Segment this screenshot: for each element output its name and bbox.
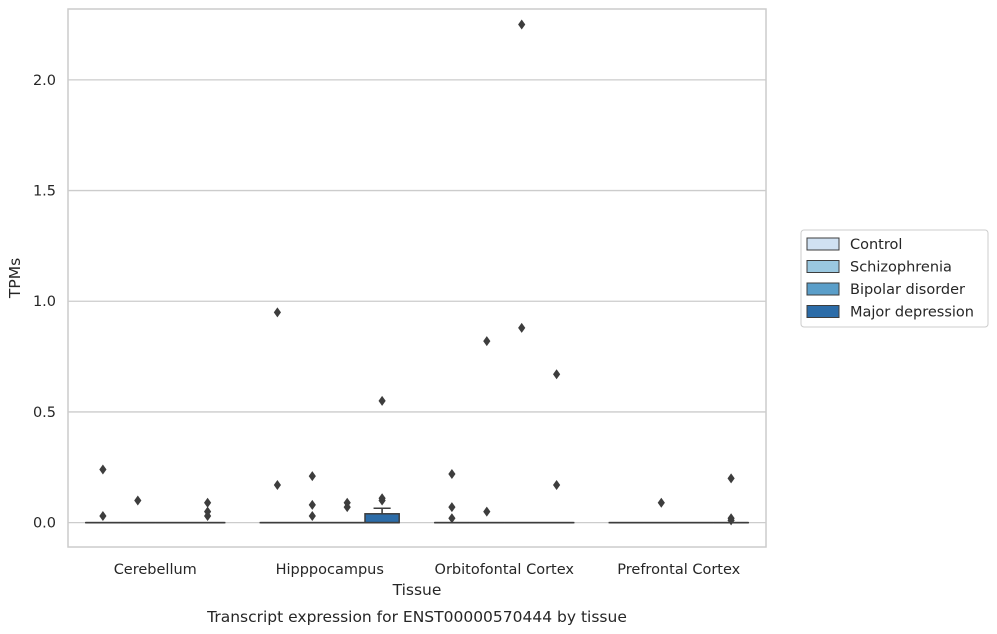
outlier-point — [343, 502, 351, 513]
x-tick-label: Cerebellum — [114, 562, 197, 578]
legend-swatch — [806, 260, 840, 273]
outlier-point — [553, 369, 561, 380]
y-axis-label: TPMs — [6, 258, 24, 299]
outlier-point — [727, 515, 735, 526]
outlier-point — [657, 497, 665, 508]
boxplot-boxes — [85, 507, 749, 524]
legend-label: Control — [850, 237, 902, 253]
x-tick-label: Orbitofontal Cortex — [435, 562, 575, 578]
outlier-point — [308, 499, 316, 510]
legend-label: Major depression — [850, 305, 974, 321]
y-gridlines — [68, 79, 766, 524]
x-axis-label: Tissue — [392, 581, 442, 599]
outlier-point — [378, 395, 386, 406]
outlier-point — [727, 473, 735, 484]
outlier-point — [308, 511, 316, 522]
outlier-point — [483, 506, 491, 517]
outlier-point — [99, 464, 107, 475]
outlier-point — [134, 495, 142, 506]
y-tick-label: 0.0 — [33, 516, 56, 532]
legend-swatch — [806, 305, 840, 318]
outlier-point — [518, 19, 526, 30]
outlier-point — [448, 468, 456, 479]
outlier-point — [553, 480, 561, 491]
outlier-point — [204, 511, 212, 522]
outlier-point — [483, 336, 491, 347]
y-tick-label: 0.5 — [33, 405, 56, 421]
legend-label: Schizophrenia — [850, 260, 952, 276]
outlier-point — [378, 495, 386, 506]
outlier-point — [273, 307, 281, 318]
outlier-point — [518, 322, 526, 333]
legend-swatch — [806, 282, 840, 296]
plot-frame — [67, 8, 767, 548]
outlier-point — [204, 497, 212, 508]
x-tick-labels: Cerebellum Hipppocampus Orbitofontal Corte… — [114, 562, 741, 578]
x-tick-label: Prefrontal Cortex — [617, 562, 740, 578]
outlier-point — [99, 511, 107, 522]
box — [364, 513, 400, 524]
outlier-point — [448, 502, 456, 513]
outlier-point — [308, 471, 316, 482]
legend-swatch — [806, 237, 840, 251]
legend: Control Schizophrenia Bipolar disorder Majo… — [800, 229, 989, 328]
legend-frame — [800, 229, 989, 328]
y-tick-labels: 0.0 0.5 1.0 1.5 2.0 — [33, 73, 56, 532]
x-tick-label: Hipppocampus — [276, 562, 384, 578]
y-tick-label: 2.0 — [33, 73, 56, 89]
legend-label: Bipolar disorder — [850, 282, 965, 298]
outlier-points — [99, 19, 735, 526]
outlier-point — [273, 480, 281, 491]
y-tick-label: 1.5 — [33, 184, 56, 200]
chart-title: Transcript expression for ENST0000057044… — [206, 608, 627, 626]
outlier-point — [448, 513, 456, 524]
y-tick-label: 1.0 — [33, 294, 56, 310]
